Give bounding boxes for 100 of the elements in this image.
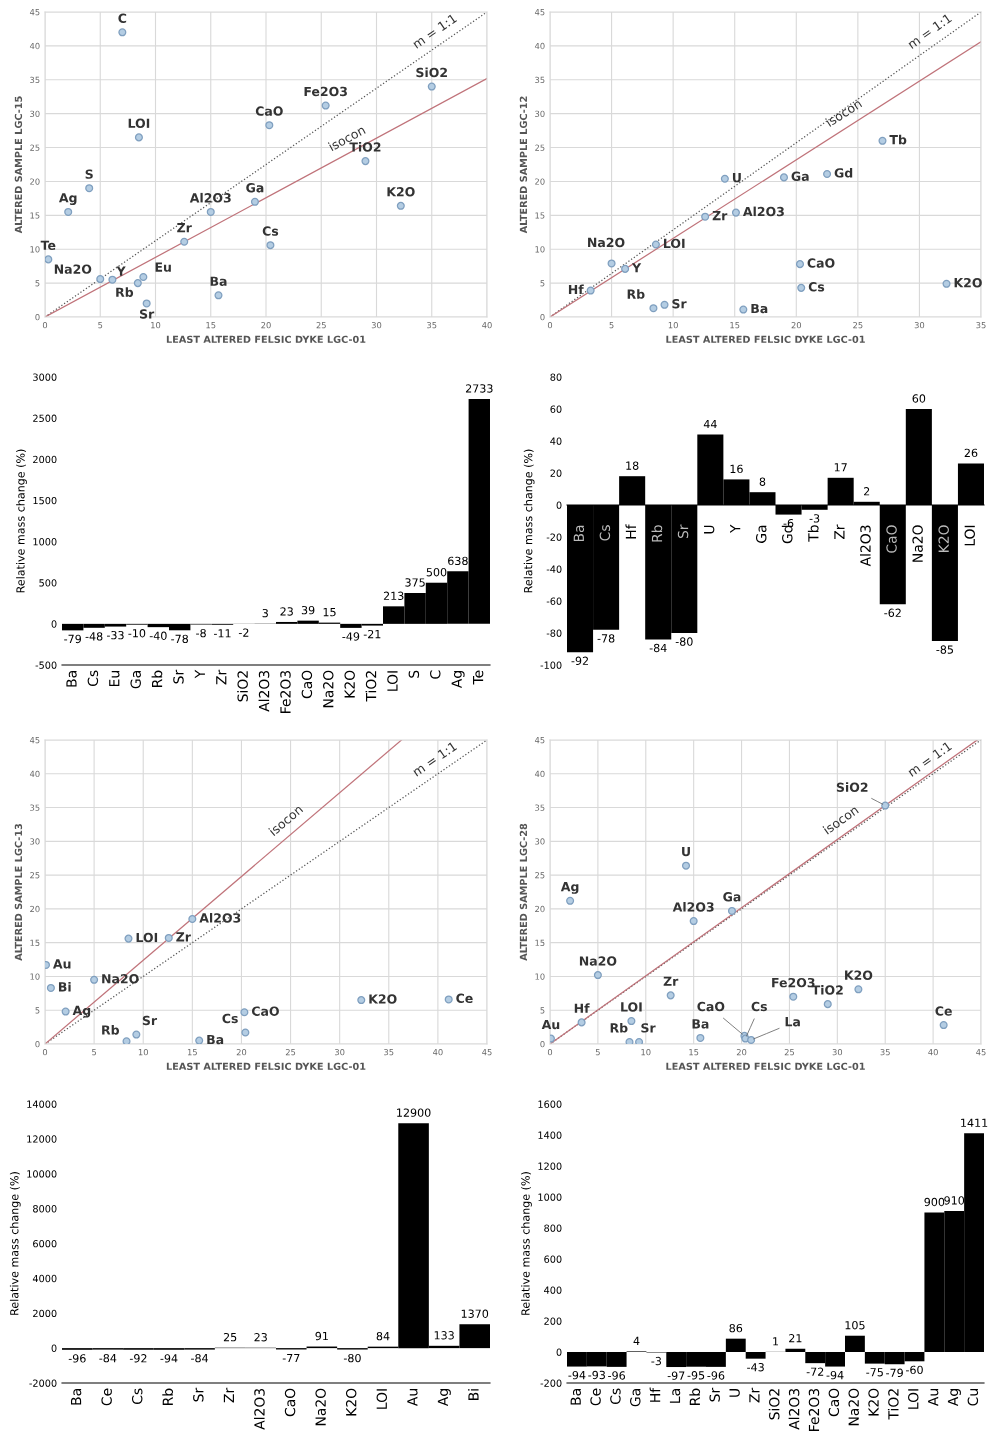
y-tick-label: 45 bbox=[534, 9, 545, 16]
y-tick-label: 15 bbox=[30, 212, 40, 219]
annotation: Al2O3 bbox=[199, 912, 241, 923]
y-tick-label: 4000 bbox=[32, 1274, 57, 1283]
y-tick-label: 25 bbox=[535, 144, 545, 151]
annotation: Sr bbox=[142, 1015, 158, 1026]
y-tick-label: 1200 bbox=[538, 1162, 562, 1170]
y-axis-title: Relative mass change (%) bbox=[9, 1172, 21, 1315]
y-tick-label: 5 bbox=[540, 1007, 545, 1014]
data-label: -60 bbox=[905, 1365, 923, 1375]
x-tick-label: CaO bbox=[284, 1388, 296, 1417]
x-tick-label: Sr bbox=[709, 1387, 720, 1402]
data-label: 25 bbox=[223, 1332, 237, 1342]
data-label: -97 bbox=[667, 1371, 685, 1380]
data-label: -48 bbox=[85, 632, 103, 641]
y-tick-label: 10 bbox=[535, 973, 545, 980]
x-tick-label: Y bbox=[194, 669, 205, 679]
data-label: 500 bbox=[426, 567, 447, 577]
data-label: -78 bbox=[597, 634, 615, 643]
annotation: Na2O bbox=[579, 956, 617, 966]
y-tick-label: -40 bbox=[546, 565, 562, 573]
data-label: 26 bbox=[964, 448, 978, 458]
y-tick-label: 20 bbox=[30, 905, 40, 913]
annotation: Ce bbox=[456, 993, 473, 1004]
x-tick-label: Ga bbox=[130, 671, 141, 689]
x-tick-label: Y bbox=[730, 524, 741, 533]
annotation: Ba bbox=[751, 303, 768, 314]
annotation: Au bbox=[52, 959, 71, 969]
x-tick-label: 20 bbox=[736, 1049, 747, 1056]
data-label: 86 bbox=[729, 1323, 743, 1333]
annotation: Zr bbox=[177, 223, 192, 233]
y-tick-label: 5 bbox=[540, 280, 545, 287]
x-tick-label: Ga bbox=[630, 1389, 641, 1407]
x-tick-label: Al2O3 bbox=[860, 525, 871, 567]
x-tick-label: U bbox=[729, 1389, 740, 1397]
annotation: Sr bbox=[641, 1023, 656, 1033]
x-tick-label: Tb bbox=[807, 525, 819, 542]
y-tick-label: 600 bbox=[544, 1255, 562, 1263]
x-tick-label: 35 bbox=[384, 1049, 394, 1056]
y-tick-label: 25 bbox=[535, 872, 545, 879]
data-label: 213 bbox=[383, 591, 404, 601]
y-tick-label: 30 bbox=[30, 110, 40, 117]
y-tick-label: 8000 bbox=[33, 1205, 57, 1213]
annotation: U bbox=[732, 173, 741, 183]
y-tick-label: 0 bbox=[540, 1040, 545, 1048]
data-label: 3 bbox=[262, 608, 268, 618]
data-label: -85 bbox=[936, 645, 954, 654]
x-tick-label: Na2O bbox=[912, 525, 923, 562]
annotation: LOI bbox=[136, 932, 158, 943]
y-tick-label: 40 bbox=[29, 770, 40, 778]
y-tick-label: -20 bbox=[546, 533, 562, 541]
annotation: Al2O3 bbox=[672, 902, 714, 912]
x-tick-label: 45 bbox=[976, 1049, 986, 1056]
y-tick-label: 20 bbox=[535, 905, 545, 913]
annotation: K2O bbox=[369, 994, 397, 1004]
y-tick-label: 1500 bbox=[33, 496, 57, 505]
data-label: -43 bbox=[747, 1363, 764, 1372]
x-tick-label: LOI bbox=[387, 671, 398, 691]
x-tick-label: U bbox=[704, 525, 715, 534]
data-label: -3 bbox=[809, 514, 820, 523]
y-axis-title: ALTERED SAMPLE LGC-15 bbox=[14, 96, 23, 234]
data-label: 91 bbox=[315, 1331, 328, 1341]
data-label: 18 bbox=[626, 461, 639, 470]
data-label: -84 bbox=[191, 1353, 209, 1363]
data-label: 638 bbox=[448, 556, 468, 566]
y-tick-label: 40 bbox=[550, 437, 562, 445]
y-tick-label: 0 bbox=[540, 313, 545, 321]
x-tick-label: Ba bbox=[573, 525, 585, 542]
x-tick-label: Sr bbox=[173, 669, 184, 684]
data-label: -8 bbox=[196, 628, 206, 638]
x-tick-label: Hf bbox=[625, 524, 636, 539]
x-tick-label: 30 bbox=[335, 1049, 345, 1056]
x-tick-label: Ba bbox=[70, 1389, 82, 1405]
y-tick-label: 0 bbox=[556, 501, 562, 509]
annotation: Ga bbox=[723, 892, 741, 902]
x-tick-label: 30 bbox=[832, 1049, 843, 1056]
data-label: 1411 bbox=[961, 1118, 988, 1127]
y-tick-label: 3000 bbox=[33, 373, 57, 381]
data-label: 60 bbox=[912, 394, 926, 403]
data-label: -10 bbox=[128, 629, 146, 638]
data-label: -78 bbox=[171, 634, 189, 644]
y-axis-title: ALTERED SAMPLE LGC-13 bbox=[14, 823, 23, 961]
x-tick-label: 40 bbox=[928, 1049, 938, 1056]
y-tick-label: 200 bbox=[544, 1317, 562, 1325]
x-tick-label: Al2O3 bbox=[253, 1388, 265, 1430]
x-tick-label: 15 bbox=[206, 322, 216, 329]
data-label: -49 bbox=[342, 632, 360, 641]
data-label: 910 bbox=[944, 1196, 965, 1205]
x-tick-label: Ba bbox=[570, 1389, 581, 1405]
y-tick-label: 2000 bbox=[33, 1309, 57, 1318]
text: m = 1:1 bbox=[907, 13, 952, 49]
y-tick-label: 30 bbox=[30, 838, 40, 845]
x-tick-label: LOI bbox=[908, 1389, 919, 1409]
annotation: Eu bbox=[155, 262, 171, 272]
x-tick-label: Ga bbox=[755, 525, 767, 543]
annotation: Bi bbox=[58, 981, 71, 992]
y-axis-title: Relative mass change (%) bbox=[523, 449, 535, 593]
data-label: 21 bbox=[789, 1334, 802, 1343]
data-label: -21 bbox=[363, 629, 381, 639]
annotation: Ce bbox=[935, 1006, 952, 1016]
